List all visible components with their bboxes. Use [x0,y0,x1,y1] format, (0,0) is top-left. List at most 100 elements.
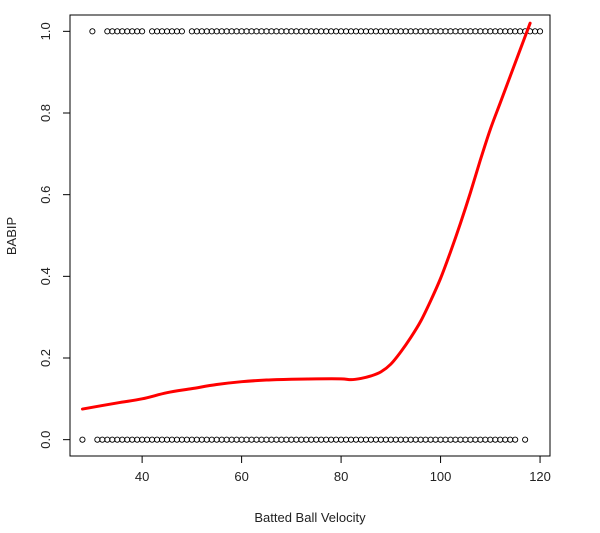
data-point [258,436,265,443]
data-point [333,28,340,35]
data-point [338,28,345,35]
y-axis-label: BABIP [4,217,19,255]
data-point [273,28,280,35]
data-point [323,436,330,443]
data-point [487,28,494,35]
data-point [407,436,414,443]
data-point [507,28,514,35]
data-point [362,28,370,35]
data-point [417,436,424,443]
data-point [447,436,454,443]
data-point [367,28,374,35]
data-point [233,28,240,35]
data-point [417,28,424,35]
data-point [347,28,355,35]
data-point [467,28,474,35]
data-point [397,436,404,443]
data-point [129,436,136,443]
data-point [178,28,185,35]
data-point [119,436,126,443]
data-point [273,436,280,443]
data-point [452,436,459,443]
data-point [238,28,245,35]
fitted-curve [80,21,532,411]
data-point [402,28,409,35]
data-point [452,28,459,35]
data-point [104,28,111,35]
data-point [323,28,330,35]
data-point [422,28,429,35]
y-tick-label: 1.0 [38,22,53,40]
data-point [183,436,190,443]
data-point [198,436,205,443]
data-point [432,28,439,35]
data-point [462,436,469,443]
data-point [94,436,101,443]
data-point [89,28,96,35]
data-point [193,436,200,443]
data-point [144,436,151,443]
data-point [173,436,180,443]
data-point [497,28,504,35]
x-tick-label: 120 [529,469,551,484]
data-point [163,28,171,35]
data-point [268,28,275,35]
data-point [387,28,394,35]
data-point [352,28,360,35]
data-point [248,28,255,35]
data-point [218,28,225,35]
data-point [537,28,544,35]
data-point [124,436,131,443]
data-point [213,436,220,443]
data-point [422,436,429,443]
data-point [457,28,464,35]
data-point [512,436,519,443]
data-point [288,436,295,443]
data-point [188,28,195,35]
x-tick-label: 100 [430,469,452,484]
data-point [248,436,255,443]
data-point [298,28,305,35]
data-point [158,28,166,35]
data-point [402,436,409,443]
data-point [432,436,439,443]
data-point [507,436,514,443]
data-point [462,28,469,35]
data-point [153,436,161,443]
data-point [263,28,270,35]
data-point [502,28,509,35]
data-point [387,436,394,443]
data-point [168,28,176,35]
data-point [303,28,310,35]
data-point [318,436,325,443]
data-point [377,436,384,443]
data-point [472,436,479,443]
data-point [213,28,220,35]
data-point [268,436,275,443]
data-point [278,436,285,443]
data-point [442,436,449,443]
data-point [532,28,539,35]
data-point [193,28,200,35]
data-point [437,436,444,443]
data-point [502,436,509,443]
data-point [472,28,479,35]
data-point [153,28,161,35]
data-point [477,436,484,443]
data-point [149,436,156,443]
data-point [298,436,305,443]
data-point [288,28,295,35]
data-point [228,436,235,443]
chart-marks [79,21,544,443]
data-point [427,436,434,443]
data-point [223,436,230,443]
data-point [338,436,345,443]
data-point [487,436,494,443]
data-point [104,436,111,443]
data-point [129,28,136,35]
data-point [392,28,399,35]
data-point [243,28,250,35]
data-point [442,28,449,35]
data-point [457,436,464,443]
data-point [392,436,399,443]
